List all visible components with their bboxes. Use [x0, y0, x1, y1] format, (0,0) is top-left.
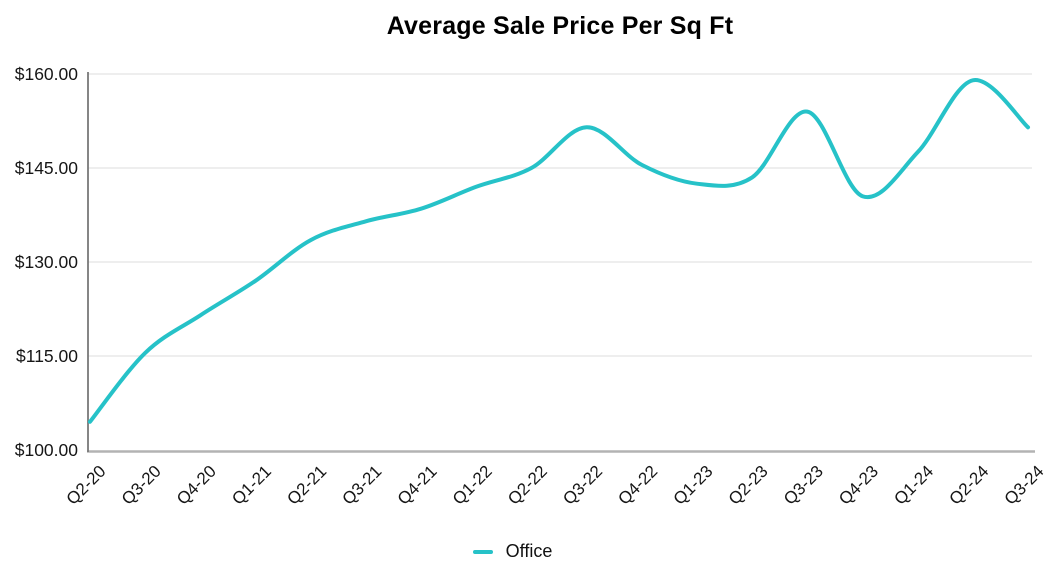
x-axis-tick-label: Q2-20	[63, 462, 110, 509]
y-axis-tick-label: $115.00	[16, 346, 78, 366]
y-axis-tick-label: $145.00	[15, 158, 79, 178]
x-axis-tick-label: Q3-21	[339, 462, 386, 509]
office-series-line	[88, 78, 1030, 424]
x-axis-tick-label: Q2-23	[725, 462, 772, 509]
y-axis-tick-label: $160.00	[15, 64, 79, 84]
x-axis-tick-label: Q2-21	[283, 462, 330, 509]
chart-title: Average Sale Price Per Sq Ft	[386, 12, 734, 40]
x-axis-tick-label: Q1-24	[890, 462, 937, 509]
x-axis-tick-label: Q4-23	[835, 462, 882, 509]
x-axis-tick-label: Q4-22	[614, 462, 661, 509]
x-axis-tick-label: Q2-22	[504, 462, 551, 509]
legend-line-swatch-icon	[472, 549, 493, 554]
legend-label-office: Office	[505, 541, 553, 561]
legend: Office	[0, 541, 1043, 562]
x-axis-tick-label: Q3-22	[559, 462, 606, 509]
x-axis-tick-label: Q3-23	[780, 462, 827, 509]
x-axis-tick-label: Q1-21	[228, 462, 275, 509]
x-axis-tick-label: Q4-21	[394, 462, 441, 509]
x-axis-tick-label: Q1-23	[670, 462, 717, 509]
y-axis-tick-label: $100.00	[15, 440, 79, 460]
x-axis-tick-label: Q4-20	[173, 462, 220, 509]
x-axis-tick-label: Q1-22	[449, 462, 496, 509]
x-axis-tick-label: Q3-20	[118, 462, 165, 509]
x-axis-tick-label: Q2-24	[946, 462, 993, 509]
x-axis-tick-label: Q3-24	[1001, 462, 1048, 509]
y-axis-tick-label: $130.00	[15, 252, 79, 272]
